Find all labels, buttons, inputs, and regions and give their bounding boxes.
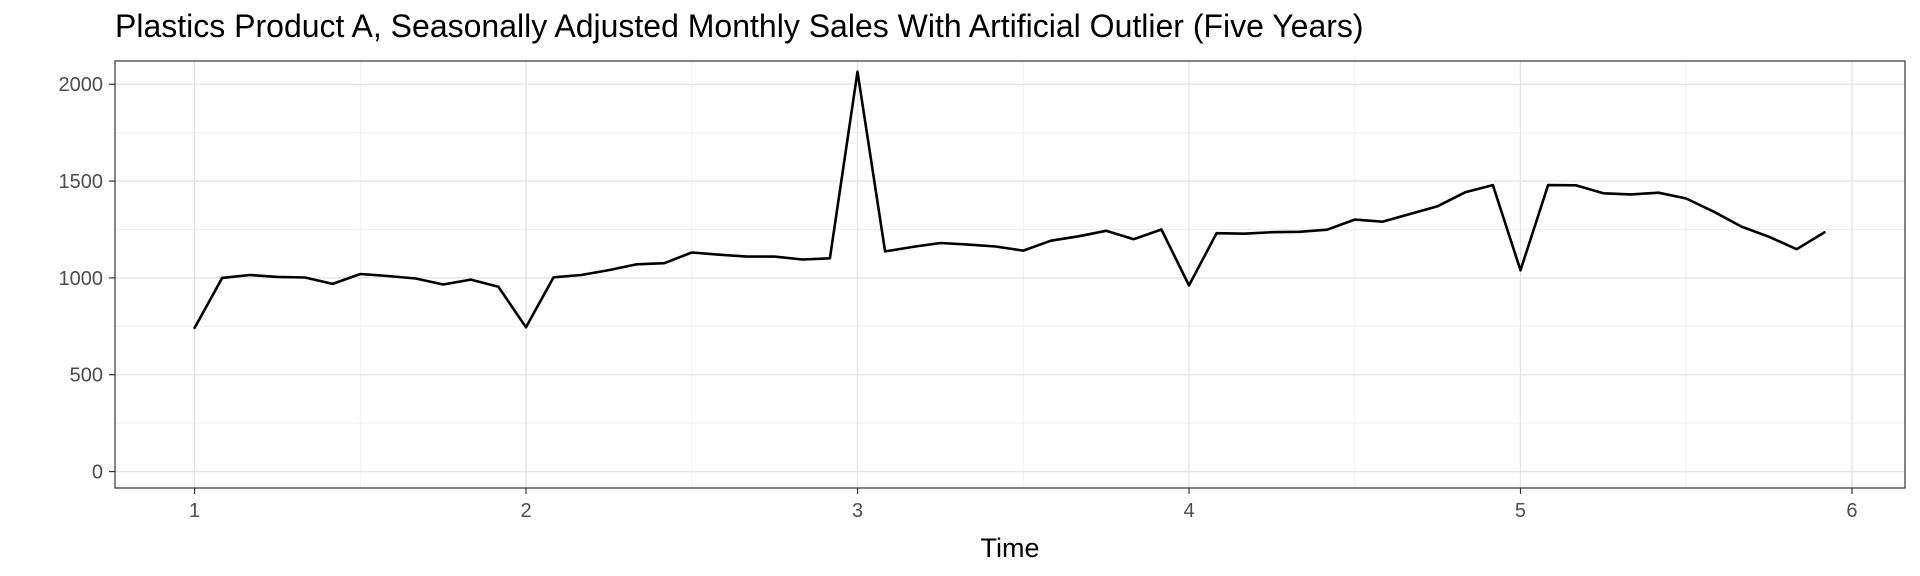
x-tick-label: 1 bbox=[189, 500, 200, 522]
x-tick-label: 5 bbox=[1515, 500, 1526, 522]
y-tick-label: 500 bbox=[70, 365, 103, 387]
y-tick-label: 1000 bbox=[59, 268, 104, 290]
y-tick-label: 0 bbox=[92, 462, 103, 484]
y-tick-label: 2000 bbox=[59, 74, 104, 96]
x-axis: 1 2 3 4 5 6 bbox=[189, 488, 1858, 522]
x-tick-label: 6 bbox=[1846, 500, 1857, 522]
panel-border bbox=[114, 60, 1906, 489]
x-tick-label: 4 bbox=[1183, 500, 1194, 522]
x-tick-label: 2 bbox=[520, 500, 531, 522]
minor-grid bbox=[115, 61, 1905, 488]
series bbox=[193, 70, 1826, 330]
x-tick-label: 3 bbox=[852, 500, 863, 522]
x-axis-label: Time bbox=[981, 533, 1040, 563]
series-line bbox=[193, 70, 1826, 330]
y-tick-label: 1500 bbox=[59, 171, 104, 193]
y-axis: 0 500 1000 1500 2000 bbox=[59, 74, 115, 484]
chart-title: Plastics Product A, Seasonally Adjusted … bbox=[115, 8, 1364, 44]
